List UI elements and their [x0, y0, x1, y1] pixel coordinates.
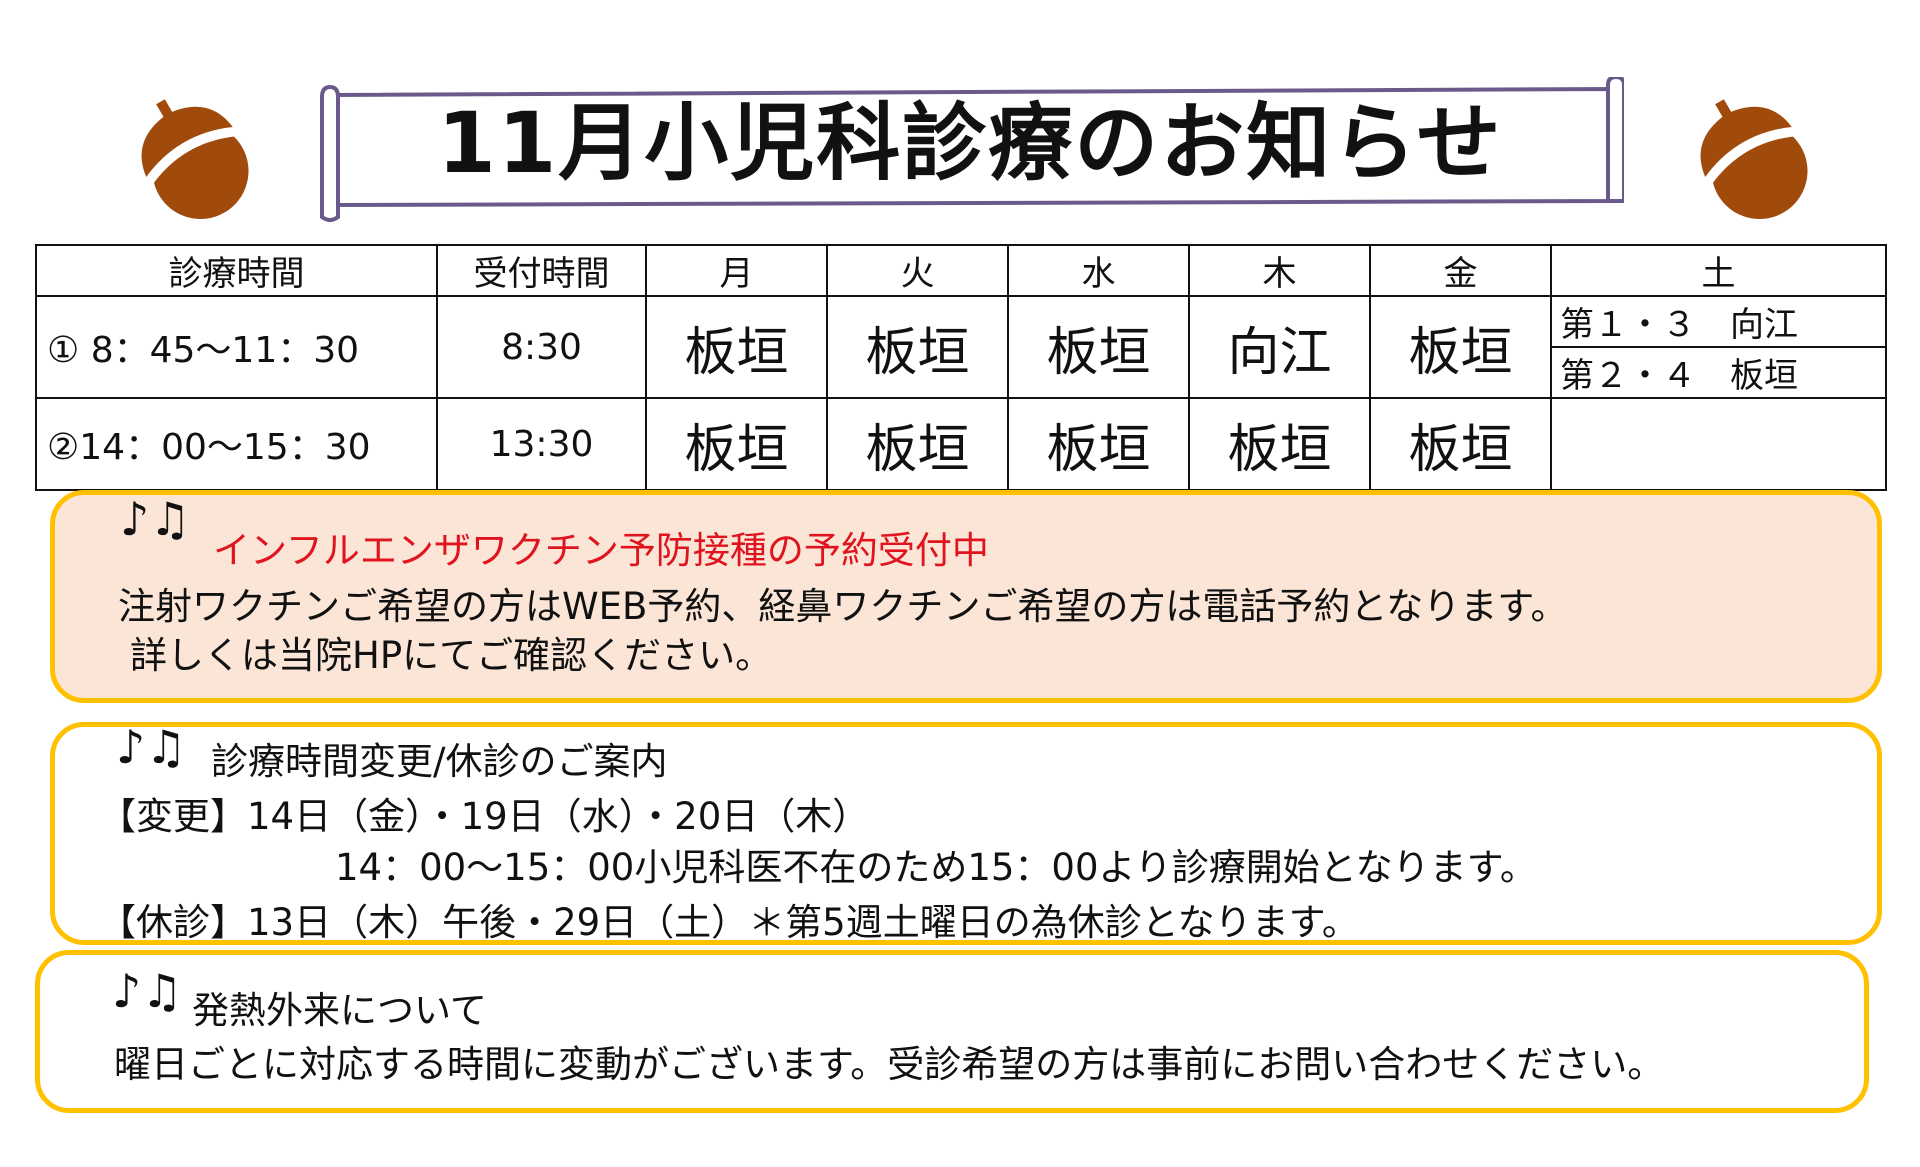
table-row: ②14：00～15：30 13:30 板垣 板垣 板垣 板垣 板垣 [35, 397, 1887, 491]
notice-text: 14：00～15：00小児科医不在のため15：00より診療開始となります。 [335, 846, 1537, 889]
music-note-icon: ♪♫ [120, 492, 191, 546]
notice-text: 詳しくは当院HPにてご確認ください。 [130, 634, 773, 677]
notice-box-schedule-change [50, 722, 1882, 945]
consult-time-cell: ②14：00～15：30 [35, 397, 438, 491]
acorn-icon [141, 99, 249, 219]
doctor-cell-sat-empty [1550, 397, 1887, 491]
page-title: 11月小児科診療のお知らせ [437, 94, 1503, 192]
header-thu: 木 [1188, 244, 1371, 297]
header-reception-time: 受付時間 [436, 244, 647, 297]
notice-text: 曜日ごとに対応する時間に変動がございます。受診希望の方は事前にお問い合わせくださ… [114, 1043, 1665, 1086]
doctor-cell-tue: 板垣 [826, 397, 1009, 491]
notice-text: 【休診】13日（木）午後・29日（土）＊第5週土曜日の為休診となります。 [99, 901, 1359, 944]
doctor-cell-wed: 板垣 [1007, 397, 1190, 491]
header-sat: 土 [1550, 244, 1887, 297]
doctor-cell-fri: 板垣 [1369, 397, 1552, 491]
header-consult-time: 診療時間 [35, 244, 438, 297]
header-wed: 水 [1007, 244, 1190, 297]
title-scroll-banner [320, 77, 1624, 222]
notice-text: 【変更】14日（金）・19日（水）・20日（木） [99, 795, 870, 838]
doctor-cell-thu: 向江 [1188, 295, 1371, 399]
consult-time-cell: ① 8：45～11：30 [35, 295, 438, 399]
doctor-cell-tue: 板垣 [826, 295, 1009, 399]
notice-heading: インフルエンザワクチン予防接種の予約受付中 [213, 529, 989, 572]
doctor-cell-thu: 板垣 [1188, 397, 1371, 491]
notice-text: 注射ワクチンご希望の方はWEB予約、経鼻ワクチンご希望の方は電話予約となります。 [118, 585, 1568, 628]
reception-time-cell: 13:30 [436, 397, 647, 491]
doctor-cell-sat-1-3: 第１・３ 向江 [1550, 295, 1887, 348]
acorn-icon [1700, 99, 1808, 219]
reception-time-cell: 8:30 [436, 295, 647, 399]
music-note-icon: ♪♫ [112, 964, 183, 1018]
doctor-cell-wed: 板垣 [1007, 295, 1190, 399]
doctor-cell-mon: 板垣 [645, 295, 828, 399]
header-tue: 火 [826, 244, 1009, 297]
table-row: ① 8：45～11：30 8:30 板垣 板垣 板垣 向江 板垣 第１・３ 向江 [35, 295, 1887, 399]
notice-heading: 発熱外来について [192, 989, 487, 1032]
doctor-cell-fri: 板垣 [1369, 295, 1552, 399]
schedule-table: 診療時間 受付時間 月 火 水 木 金 土 ① 8：45～11：30 8:30 … [35, 244, 1887, 491]
notice-box-fever-clinic [35, 950, 1869, 1113]
notice-heading: 診療時間変更/休診のご案内 [211, 740, 668, 783]
header-fri: 金 [1369, 244, 1552, 297]
table-header-row: 診療時間 受付時間 月 火 水 木 金 土 [35, 244, 1887, 297]
doctor-cell-mon: 板垣 [645, 397, 828, 491]
doctor-cell-sat-2-4: 第２・４ 板垣 [1550, 346, 1887, 399]
header-mon: 月 [645, 244, 828, 297]
music-note-icon: ♪♫ [116, 720, 187, 774]
notice-box-vaccine [50, 490, 1882, 703]
